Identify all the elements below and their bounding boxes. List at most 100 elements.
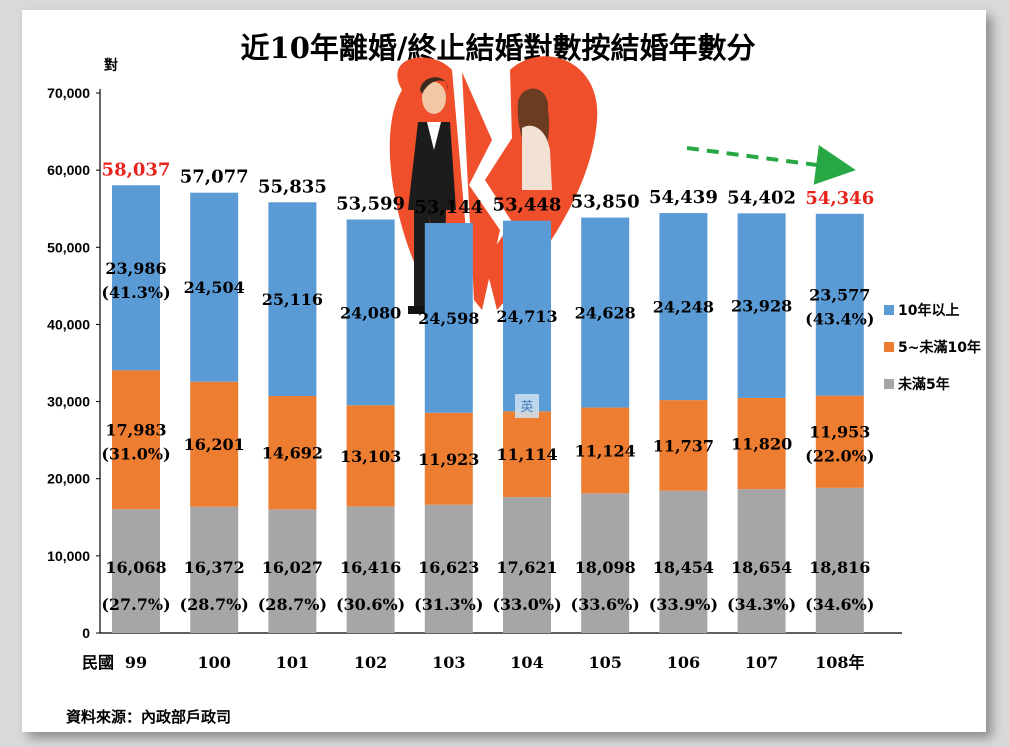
segment-percent-label: (31.0%) xyxy=(101,445,170,464)
bar-segment xyxy=(268,396,317,510)
segment-value-label: 11,820 xyxy=(731,435,792,454)
bar-segment xyxy=(659,490,708,633)
y-tick-label: 30,000 xyxy=(47,394,90,410)
segment-value-label: 16,201 xyxy=(184,435,245,454)
segment-percent-label: (41.3%) xyxy=(101,283,170,302)
x-tick-label: 104 xyxy=(510,653,543,672)
y-tick-label: 40,000 xyxy=(47,316,90,332)
segment-value-label: 11,124 xyxy=(575,441,636,460)
y-tick-label: 10,000 xyxy=(47,548,90,564)
segment-value-label: 18,098 xyxy=(575,558,636,577)
bar-segment xyxy=(424,412,473,505)
bar-segment xyxy=(424,504,473,633)
bar-segment xyxy=(581,493,630,633)
segment-value-label: 11,953 xyxy=(809,423,870,442)
segment-percent-label: (33.0%) xyxy=(492,595,561,614)
x-tick-label: 108年 xyxy=(815,653,864,672)
bar-segment xyxy=(112,509,160,633)
bar-total-label: 54,402 xyxy=(727,187,796,208)
bar-segment xyxy=(503,411,551,498)
y-axis-label: 對 xyxy=(104,57,118,73)
segment-value-label: 16,068 xyxy=(105,558,166,577)
bar-segment xyxy=(815,487,864,633)
y-tick-label: 20,000 xyxy=(47,471,90,487)
x-tick-label: 99 xyxy=(125,653,147,672)
watermark-badge xyxy=(515,394,539,418)
x-tick-label: 103 xyxy=(432,653,465,672)
segment-value-label: 17,621 xyxy=(496,558,557,577)
x-tick-label: 100 xyxy=(197,653,230,672)
chart-title: 近10年離婚/終止結婚對數按結婚年數分 xyxy=(241,31,756,65)
bar-segment xyxy=(581,217,630,408)
legend-label: 5~未滿10年 xyxy=(898,339,981,356)
bar-segment xyxy=(659,213,708,401)
segment-percent-label: (28.7%) xyxy=(180,595,249,614)
segment-percent-label: (33.6%) xyxy=(571,595,640,614)
x-tick-label: 102 xyxy=(354,653,387,672)
segment-value-label: 18,816 xyxy=(809,558,870,577)
segment-percent-label: (30.6%) xyxy=(336,595,405,614)
segment-percent-label: (31.3%) xyxy=(414,595,483,614)
legend-swatch xyxy=(884,342,894,352)
bar-segment xyxy=(346,506,395,633)
segment-percent-label: (33.9%) xyxy=(649,595,718,614)
bar-segment xyxy=(815,395,864,488)
legend-swatch xyxy=(884,305,894,315)
bars: 民國 16,068 (27.7%) 17,983 (31.0%) 23,986 (41.3%… xyxy=(82,159,874,672)
segment-value-label: 24,080 xyxy=(340,303,401,322)
broken-heart-couple-illustration xyxy=(389,56,598,314)
segment-value-label: 17,983 xyxy=(105,421,166,440)
source-note: 資料來源：內政部戶政司 xyxy=(66,708,231,726)
bar-total-label: 58,037 xyxy=(102,159,171,180)
segment-percent-label: (34.6%) xyxy=(805,595,874,614)
bar-segment xyxy=(737,397,786,490)
bar-total-label: 53,599 xyxy=(336,194,405,215)
segment-value-label: 23,928 xyxy=(731,297,792,316)
segment-value-label: 14,692 xyxy=(262,444,323,463)
bar-segment xyxy=(268,509,317,633)
bar-total-label: 53,144 xyxy=(414,197,483,218)
segment-value-label: 18,454 xyxy=(653,558,714,577)
segment-value-label: 16,027 xyxy=(262,558,323,577)
bar-segment xyxy=(112,185,160,371)
legend-swatch xyxy=(884,379,894,389)
y-tick-label: 50,000 xyxy=(47,239,90,255)
bar-segment xyxy=(581,407,630,494)
segment-value-label: 24,713 xyxy=(496,307,557,326)
bar-segment xyxy=(190,192,239,382)
segment-value-label: 16,623 xyxy=(418,558,479,577)
bar-segment xyxy=(503,220,551,412)
bar-segment xyxy=(112,370,160,510)
x-tick-label: 107 xyxy=(745,653,778,672)
y-tick-label: 0 xyxy=(82,625,90,641)
segment-value-label: 11,923 xyxy=(418,450,479,469)
bar-segment xyxy=(268,202,317,397)
segment-value-label: 24,628 xyxy=(575,304,636,323)
bar-segment xyxy=(815,213,864,396)
bar-segment xyxy=(659,400,708,491)
segment-value-label: 23,577 xyxy=(809,286,870,305)
segment-value-label: 11,114 xyxy=(496,445,557,464)
bar-segment xyxy=(737,213,786,398)
bar-total-label: 54,439 xyxy=(649,187,718,208)
y-tick-label: 70,000 xyxy=(47,85,90,101)
bar-segment xyxy=(346,219,395,406)
bar-segment xyxy=(190,506,239,633)
bar-total-label: 53,448 xyxy=(493,195,562,216)
bar-segment xyxy=(503,497,551,633)
y-tick-label: 60,000 xyxy=(47,162,90,178)
segment-value-label: 25,116 xyxy=(262,290,323,309)
bar-segment xyxy=(424,223,473,413)
trend-arrow xyxy=(686,145,856,185)
segment-value-label: 16,372 xyxy=(184,558,245,577)
bar-segment xyxy=(190,381,239,507)
x-tick-label: 106 xyxy=(667,653,700,672)
segment-value-label: 18,654 xyxy=(731,558,792,577)
bar-total-label: 53,850 xyxy=(571,192,640,213)
stacked-bar-chart: 近10年離婚/終止結婚對數按結婚年數分 對 0 10,000 20,000 30,00… xyxy=(47,31,981,726)
segment-value-label: 24,504 xyxy=(184,278,245,297)
x-tick-label: 105 xyxy=(588,653,621,672)
x-tick-label: 101 xyxy=(276,653,309,672)
watermark-glyph: 英 xyxy=(520,400,533,415)
